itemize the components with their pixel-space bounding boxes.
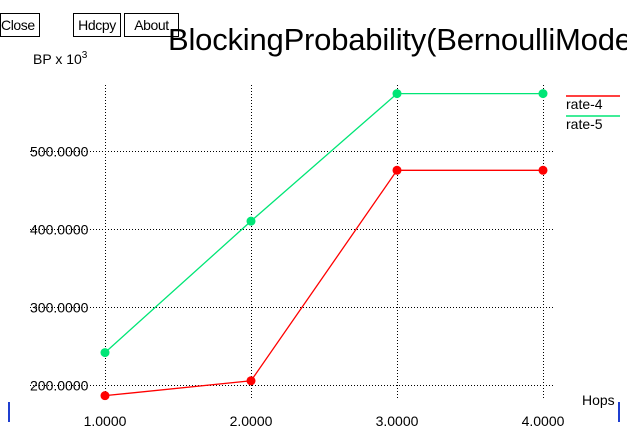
corner-mark-left [8, 402, 10, 422]
chart-title: BlockingProbability(BernoulliModel) [168, 22, 627, 57]
close-button[interactable]: Close [0, 13, 40, 37]
x-tick-label: 3.0000 [376, 413, 419, 429]
data-point-rate-5 [246, 216, 256, 226]
data-point-rate-4 [246, 376, 256, 386]
x-tick-label: 2.0000 [230, 413, 273, 429]
series-line-rate-4 [104, 169, 543, 397]
x-tick-label: 1.0000 [84, 413, 127, 429]
data-point-rate-5 [392, 89, 402, 99]
y-axis-label-base: BP x 10 [33, 51, 82, 67]
data-point-rate-5 [100, 348, 110, 358]
data-point-rate-4 [538, 165, 548, 175]
data-point-rate-4 [392, 165, 402, 175]
y-tick-label: 300.0000 [30, 300, 89, 316]
series-line-rate-5 [104, 92, 543, 354]
about-button[interactable]: About [124, 13, 179, 37]
y-tick-label: 400.0000 [30, 222, 89, 238]
y-tick-label: 200.0000 [30, 378, 89, 394]
corner-mark-right [618, 402, 620, 422]
y-axis-label-exponent: 3 [81, 50, 88, 61]
y-axis-label: BP x 103 [33, 50, 87, 67]
legend-label-rate-5: rate-5 [566, 116, 603, 132]
data-point-rate-5 [538, 89, 548, 99]
hardcopy-button[interactable]: Hdcpy [73, 13, 121, 37]
legend-label-rate-4: rate-4 [566, 96, 603, 112]
x-tick-label: 4.0000 [522, 413, 565, 429]
data-point-rate-4 [100, 391, 110, 401]
x-axis-label: Hops [582, 392, 615, 408]
y-tick-label: 500.0000 [30, 144, 89, 160]
